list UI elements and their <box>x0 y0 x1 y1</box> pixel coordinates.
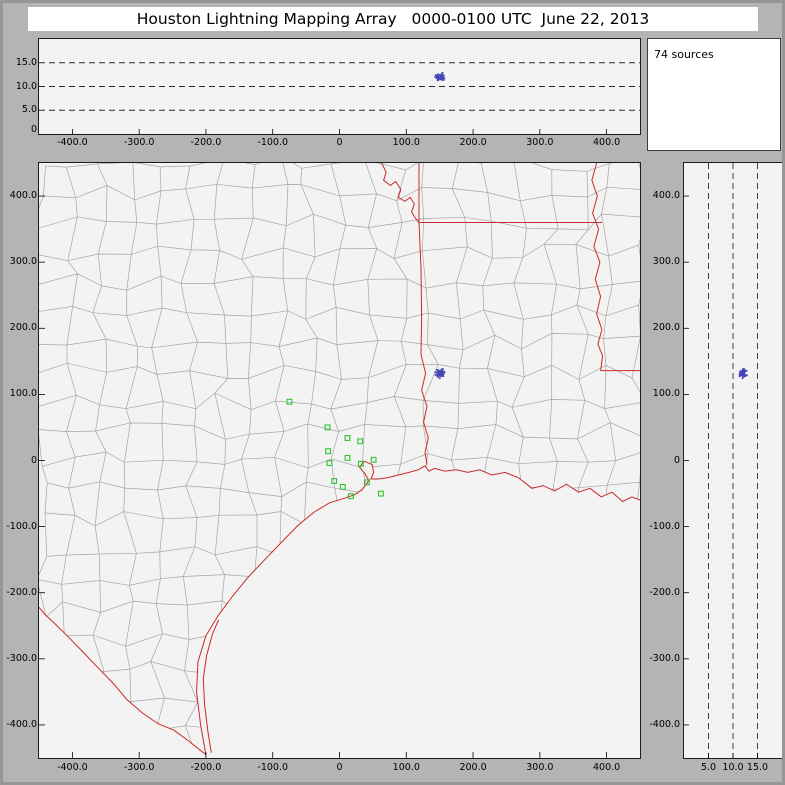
map-x-tick-label: 0 <box>336 762 343 773</box>
top-y-tick-label: 10.0 <box>15 80 37 92</box>
right-x-tick-label: 10.0 <box>722 762 744 773</box>
map-y-tick-label: 300.0 <box>9 256 37 268</box>
top-x-tick-label: 0 <box>336 137 343 148</box>
map-x-tick-label: 200.0 <box>459 762 487 773</box>
map-x-tick-label: -300.0 <box>123 762 155 773</box>
plan-view-map-panel <box>38 162 641 759</box>
top-y-tick-label: 15.0 <box>15 56 37 68</box>
top-y-tick-label: 0 <box>30 124 37 135</box>
top-x-tick-label: 400.0 <box>593 137 621 148</box>
vhf-source-points <box>434 368 446 380</box>
map-x-tick-label: -100.0 <box>257 762 289 773</box>
right-x-tick-label: 15.0 <box>746 762 769 773</box>
top-y-tick-label: 5.0 <box>21 104 37 116</box>
right-y-tick-label: -100.0 <box>649 520 680 532</box>
top-x-tick-label: 200.0 <box>459 137 487 148</box>
map-y-tick-label: -100.0 <box>6 520 37 532</box>
map-y-tick-label: 100.0 <box>9 388 37 400</box>
map-x-tick-label: 300.0 <box>526 762 554 773</box>
page-title: Houston Lightning Mapping Array 0000-010… <box>136 10 650 28</box>
altitude-northsouth-plot <box>684 163 758 758</box>
right-y-tick-label: -200.0 <box>649 586 680 598</box>
top-x-tick-label: 300.0 <box>526 137 554 148</box>
right-y-tick-label: 100.0 <box>652 388 680 400</box>
map-x-tick-label: 400.0 <box>593 762 621 773</box>
map-y-tick-label: -400.0 <box>6 718 37 730</box>
map-y-tick-label: 0 <box>30 454 37 466</box>
altitude-eastwest-panel <box>38 38 641 135</box>
top-x-tick-label: -200.0 <box>190 137 222 148</box>
vhf-source-points <box>738 368 748 380</box>
top-x-tick-label: 100.0 <box>392 137 420 148</box>
map-y-tick-label: -300.0 <box>6 652 37 664</box>
sources-count-box: 74 sources <box>647 38 781 151</box>
sources-count-label: 74 sources <box>654 48 714 61</box>
right-y-tick-label: -400.0 <box>649 718 680 730</box>
right-x-tick-label: 5.0 <box>700 762 717 773</box>
top-x-tick-label: -100.0 <box>257 137 289 148</box>
right-y-tick-label: -300.0 <box>649 652 680 664</box>
map-x-tick-label: -400.0 <box>57 762 88 773</box>
map-y-tick-label: 200.0 <box>9 322 37 334</box>
county-lines <box>39 163 640 755</box>
map-y-tick-label: -200.0 <box>6 586 37 598</box>
map-y-tick-label: 400.0 <box>9 190 37 202</box>
plan-view-map <box>39 163 640 758</box>
right-y-tick-label: 0 <box>673 454 680 466</box>
map-x-tick-label: 100.0 <box>392 762 420 773</box>
right-y-tick-label: 300.0 <box>652 256 680 268</box>
altitude-northsouth-panel <box>683 162 782 759</box>
right-y-tick-label: 200.0 <box>652 322 680 334</box>
altitude-eastwest-plot <box>39 62 640 134</box>
title-bar: Houston Lightning Mapping Array 0000-010… <box>28 7 758 31</box>
map-x-tick-label: -200.0 <box>190 762 222 773</box>
state-borders-and-coastline <box>39 163 640 756</box>
top-x-tick-label: -400.0 <box>57 137 88 148</box>
vhf-source-points <box>434 71 446 82</box>
right-y-tick-label: 400.0 <box>652 190 680 202</box>
lma-station-markers <box>286 398 384 500</box>
top-x-tick-label: -300.0 <box>123 137 155 148</box>
